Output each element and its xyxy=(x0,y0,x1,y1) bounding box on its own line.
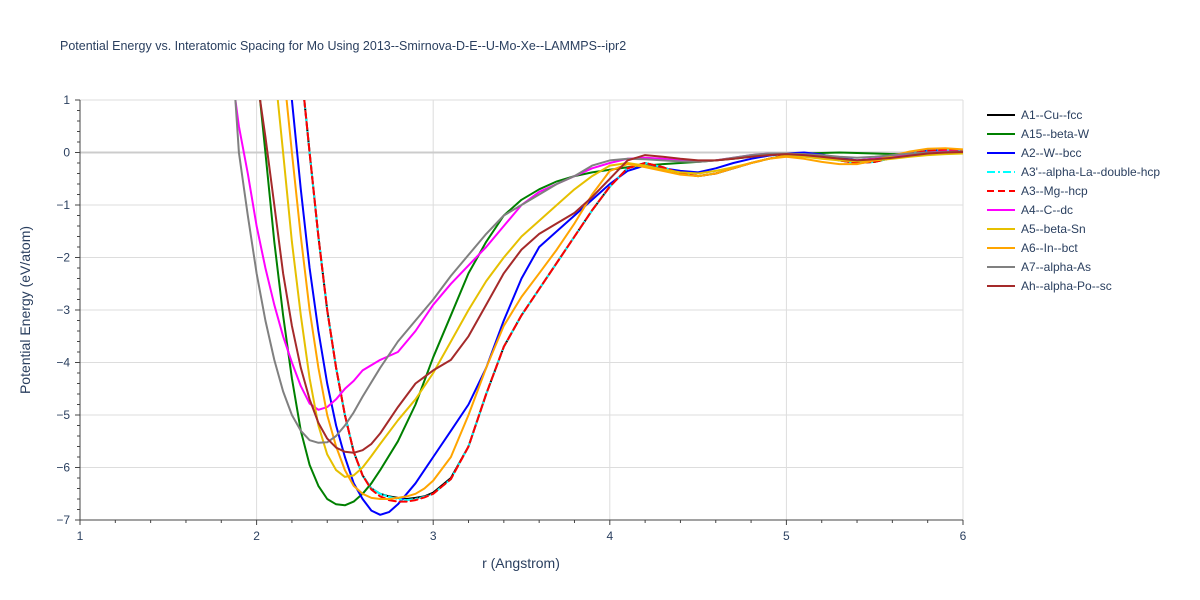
legend-label: A7--alpha-As xyxy=(1021,260,1091,274)
legend-item[interactable]: A2--W--bcc xyxy=(987,146,1081,160)
legend-item[interactable]: A4--C--dc xyxy=(987,203,1073,217)
y-tick-label: −3 xyxy=(56,303,70,317)
y-tick-label: −7 xyxy=(56,513,70,527)
x-tick-label: 3 xyxy=(430,529,437,543)
legend-label: A15--beta-W xyxy=(1021,127,1090,141)
chart-title: Potential Energy vs. Interatomic Spacing… xyxy=(60,39,626,53)
x-tick-label: 6 xyxy=(960,529,967,543)
legend-item[interactable]: A6--In--bct xyxy=(987,241,1078,255)
y-tick-label: −4 xyxy=(56,356,70,370)
y-tick-label: −6 xyxy=(56,461,70,475)
x-tick-label: 4 xyxy=(606,529,613,543)
y-tick-label: −5 xyxy=(56,408,70,422)
legend-item[interactable]: A7--alpha-As xyxy=(987,260,1091,274)
legend-item[interactable]: A5--beta-Sn xyxy=(987,222,1086,236)
x-tick-label: 2 xyxy=(253,529,260,543)
legend-label: Ah--alpha-Po--sc xyxy=(1021,279,1112,293)
legend-item[interactable]: A15--beta-W xyxy=(987,127,1090,141)
y-tick-label: −2 xyxy=(56,251,70,265)
axes: 1 2 3 4 5 6 1 0 −1 −2 −3 −4 −5 −6 −7 xyxy=(56,93,966,543)
legend-label: A3'--alpha-La--double-hcp xyxy=(1021,165,1160,179)
legend-label: A3--Mg--hcp xyxy=(1021,184,1088,198)
y-tick-label: −1 xyxy=(56,198,70,212)
series-line-9[interactable] xyxy=(259,100,963,454)
series-line-7[interactable] xyxy=(285,100,963,500)
legend-label: A4--C--dc xyxy=(1021,203,1073,217)
series-group xyxy=(234,100,963,516)
legend-label: A1--Cu--fcc xyxy=(1021,108,1082,122)
legend-label: A6--In--bct xyxy=(1021,241,1078,255)
y-axis-label: Potential Energy (eV/atom) xyxy=(17,226,33,394)
grid xyxy=(80,99,964,520)
legend-item[interactable]: A3'--alpha-La--double-hcp xyxy=(987,165,1160,179)
y-tick-label: 0 xyxy=(63,146,70,160)
legend-item[interactable]: A1--Cu--fcc xyxy=(987,108,1082,122)
legend-label: A5--beta-Sn xyxy=(1021,222,1086,236)
legend[interactable]: A1--Cu--fcc A15--beta-W A2--W--bcc A3'--alp… xyxy=(987,108,1160,293)
y-tick-label: 1 xyxy=(63,93,70,107)
series-line-6[interactable] xyxy=(276,100,963,478)
x-tick-label: 5 xyxy=(783,529,790,543)
x-axis-label: r (Angstrom) xyxy=(482,555,560,571)
legend-item[interactable]: Ah--alpha-Po--sc xyxy=(987,279,1112,293)
series-line-8[interactable] xyxy=(234,100,963,444)
series-line-1[interactable] xyxy=(259,100,963,507)
legend-item[interactable]: A3--Mg--hcp xyxy=(987,184,1088,198)
x-tick-label: 1 xyxy=(77,529,84,543)
legend-label: A2--W--bcc xyxy=(1021,146,1081,160)
